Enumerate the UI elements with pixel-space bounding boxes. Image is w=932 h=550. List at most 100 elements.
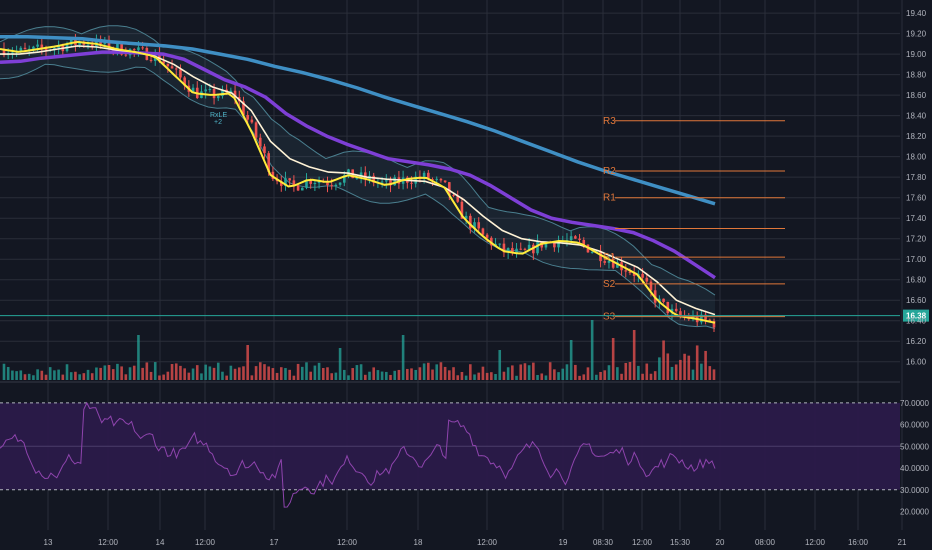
candle-body (469, 215, 472, 229)
volume-bar (439, 362, 443, 380)
candle-body (40, 44, 44, 49)
oscillator-line (0, 401, 716, 508)
volume-bar (212, 367, 216, 380)
signal-annotation: RxLE (210, 112, 227, 119)
volume-bar (611, 338, 615, 380)
volume-bar (254, 366, 258, 380)
candle-body (410, 182, 413, 184)
time-axis[interactable]: 13 12:00 14 12:00 17 12:00 18 12:00 19 08:30 12:00… (44, 538, 907, 547)
candle-body (519, 248, 523, 250)
volume-bar (40, 370, 44, 380)
volume-bar (187, 372, 191, 380)
volume-bar (494, 374, 497, 380)
price-tick-label: 17.80 (906, 173, 927, 182)
candle-body (674, 308, 678, 312)
volume-bar (649, 373, 653, 380)
volume-bar (418, 367, 422, 380)
candle-body (422, 172, 426, 179)
candle-body (149, 59, 153, 61)
candle-body (267, 153, 270, 172)
volume-bar (128, 367, 132, 380)
volume-bar (519, 364, 523, 380)
volume-bar (540, 373, 544, 380)
volume-bar (515, 375, 518, 380)
candle-body (342, 175, 346, 183)
volume-bar (645, 363, 649, 380)
volume-bar (427, 362, 430, 380)
volume-bar (204, 364, 207, 380)
time-tick-label: 20 (716, 538, 725, 547)
oscillator-axis[interactable]: 70.0000 60.0000 50.0000 40.0000 30.0000 20.00… (900, 399, 929, 517)
volume-bar (502, 371, 506, 380)
volume-bar (460, 371, 464, 380)
candle-body (523, 248, 527, 250)
volume-bar (582, 374, 586, 380)
time-tick-label: 12:00 (805, 538, 826, 547)
candle-body (452, 195, 455, 197)
candle-body (296, 185, 300, 191)
oscillator-tick-label: 60.0000 (900, 421, 929, 430)
candle-body (582, 240, 586, 245)
volume-bar (406, 368, 409, 380)
annotations: RxLE+2 (210, 112, 227, 126)
candle-body (116, 43, 119, 50)
volume-bar (166, 371, 170, 380)
candle-body (317, 181, 321, 184)
price-tick-label: 16.80 (906, 276, 927, 285)
volume-bar (191, 368, 195, 380)
volume-bar (292, 375, 296, 380)
candle-body (427, 172, 430, 180)
volume-bar (61, 374, 65, 380)
volume-bar (65, 364, 69, 380)
volume-bar (275, 372, 279, 380)
volume-bar (74, 371, 77, 380)
price-tick-label: 18.60 (906, 91, 927, 100)
price-tick-label: 17.60 (906, 194, 927, 203)
volume-bar (200, 373, 203, 380)
volume-bar (393, 370, 397, 380)
volume-bar (477, 372, 481, 380)
volume-bar (456, 375, 460, 380)
candle-body (2, 49, 6, 56)
volume-bar (670, 366, 674, 380)
volume-bar (162, 374, 165, 380)
volume-bar (620, 373, 623, 380)
candle-body (242, 101, 245, 115)
price-tick-label: 18.80 (906, 71, 927, 80)
volume-bar (216, 362, 220, 380)
ema-long-line (0, 34, 716, 206)
volume-bar (485, 372, 489, 380)
volume-bar (19, 370, 23, 380)
candle-body (700, 314, 703, 323)
candle-body (19, 47, 23, 51)
volume-bar (653, 371, 657, 380)
volume-bar (590, 320, 594, 380)
price-tick-label: 18.40 (906, 112, 927, 121)
volume-bar (6, 366, 10, 380)
oscillator-line (0, 401, 716, 508)
time-tick-label: 16:00 (848, 538, 869, 547)
volume-bar (48, 367, 52, 380)
oscillator-tick-label: 40.0000 (900, 464, 929, 473)
volume-bar (351, 368, 354, 380)
time-tick-label: 15:30 (670, 538, 691, 547)
volume-bar (700, 363, 703, 380)
candle-body (645, 277, 649, 282)
volume-bar (288, 369, 291, 380)
volume-bar (553, 369, 556, 380)
candle-body (372, 175, 376, 183)
candle-body (574, 236, 577, 239)
price-axis[interactable]: 19.40 19.20 19.00 18.80 18.60 18.40 18.20 18.00… (906, 9, 927, 367)
volume-bar (57, 369, 60, 380)
volume-bar (342, 369, 346, 380)
price-tick-label: 17.40 (906, 214, 927, 223)
volume-bar (99, 367, 102, 380)
volume-bar (431, 369, 434, 380)
candle-body (326, 182, 329, 186)
candle-body (11, 52, 14, 54)
candle-body (90, 44, 94, 47)
volume-bar (103, 365, 107, 380)
candle-body (485, 234, 489, 238)
candle-body (170, 66, 174, 69)
